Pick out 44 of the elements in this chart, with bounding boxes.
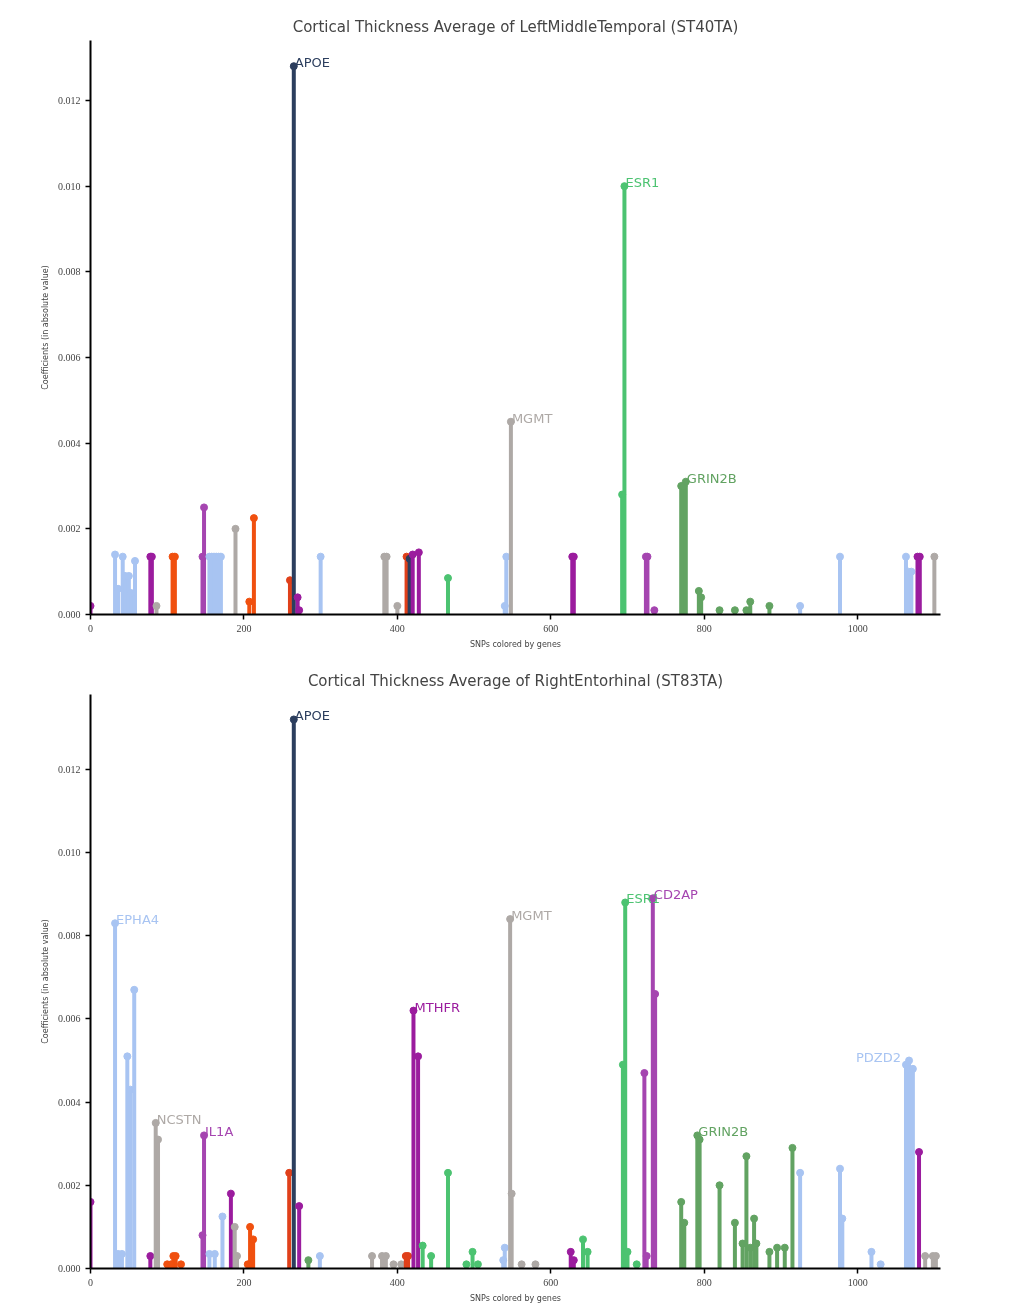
series-label: MGMT xyxy=(511,410,553,426)
series-label: IL1A xyxy=(205,1124,234,1140)
y-tick-label: 0.002 xyxy=(58,523,81,535)
y-tick-label: 0.006 xyxy=(58,1013,81,1025)
x-tick-label: 200 xyxy=(236,1276,252,1288)
y-tick-label: 0.008 xyxy=(58,930,81,942)
chart-title: Cortical Thickness Average of RightEntorhinal (ST83TA) xyxy=(307,671,724,690)
y-tick-label: 0.010 xyxy=(58,847,81,859)
y-tick-label: 0.002 xyxy=(58,1179,81,1191)
series-label: GRIN2B xyxy=(698,1124,749,1140)
series-label: EPHA4 xyxy=(116,912,160,928)
y-tick-label: 0.012 xyxy=(58,763,81,775)
x-tick-label: 600 xyxy=(543,622,559,634)
y-tick-label: 0.008 xyxy=(58,266,81,278)
series-label: MGMT xyxy=(511,908,552,924)
series-label: ESR1 xyxy=(625,175,660,191)
x-tick-label: 0 xyxy=(88,1276,93,1288)
y-axis-title: Coefficients (in absolute value) xyxy=(41,265,50,390)
y-tick-label: 0.006 xyxy=(58,351,81,363)
y-tick-label: 0.012 xyxy=(58,94,81,106)
x-tick-label: 200 xyxy=(236,622,252,634)
x-tick-label: 1000 xyxy=(847,622,868,634)
series-label: NCSTN xyxy=(156,1111,202,1127)
series-label: PDZD2 xyxy=(856,1049,902,1065)
x-tick-label: 800 xyxy=(696,622,712,634)
x-axis-title: SNPs colored by genes xyxy=(469,1293,562,1303)
y-axis-title: Coefficients (in absolute value) xyxy=(41,919,50,1044)
series-label: MTHFR xyxy=(414,999,460,1015)
x-tick-label: 400 xyxy=(389,1276,405,1288)
x-tick-label: 800 xyxy=(696,1276,712,1288)
x-tick-label: 600 xyxy=(543,1276,559,1288)
series-label: APOE xyxy=(294,55,330,71)
x-tick-label: 0 xyxy=(88,622,93,634)
x-tick-label: 1000 xyxy=(847,1276,868,1288)
x-tick-label: 400 xyxy=(389,622,405,634)
x-axis-title: SNPs colored by genes xyxy=(469,639,562,649)
series-label: GRIN2B xyxy=(686,470,737,486)
y-tick-label: 0.000 xyxy=(58,1263,81,1274)
series-label: APOE xyxy=(294,708,330,724)
y-tick-label: 0.000 xyxy=(58,609,81,620)
y-tick-label: 0.010 xyxy=(58,180,81,192)
y-tick-label: 0.004 xyxy=(58,437,81,449)
chart-title: Cortical Thickness Average of LeftMiddleTemporal (ST40TA) xyxy=(292,17,739,36)
y-tick-label: 0.004 xyxy=(58,1096,81,1108)
